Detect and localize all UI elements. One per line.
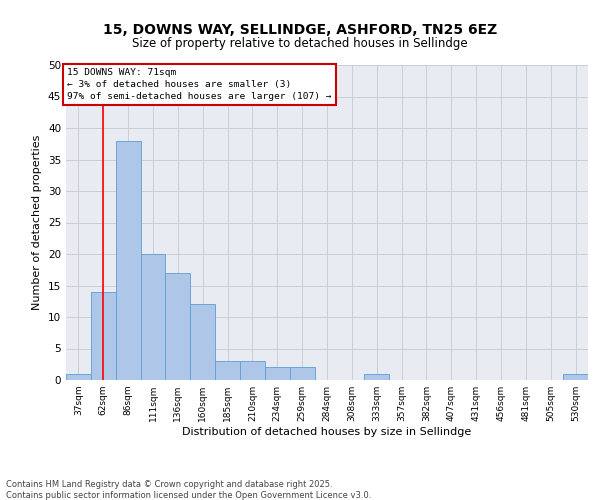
Bar: [240, 361, 265, 380]
Y-axis label: Number of detached properties: Number of detached properties: [32, 135, 43, 310]
Bar: [91, 292, 116, 380]
X-axis label: Distribution of detached houses by size in Sellindge: Distribution of detached houses by size …: [182, 427, 472, 437]
Text: Size of property relative to detached houses in Sellindge: Size of property relative to detached ho…: [132, 38, 468, 51]
Bar: [215, 361, 240, 380]
Bar: [140, 254, 166, 380]
Bar: [290, 368, 314, 380]
Text: Contains HM Land Registry data © Crown copyright and database right 2025.
Contai: Contains HM Land Registry data © Crown c…: [6, 480, 371, 500]
Bar: [364, 374, 389, 380]
Bar: [66, 374, 91, 380]
Bar: [166, 273, 190, 380]
Bar: [563, 374, 588, 380]
Bar: [116, 140, 140, 380]
Bar: [190, 304, 215, 380]
Bar: [265, 368, 290, 380]
Text: 15 DOWNS WAY: 71sqm
← 3% of detached houses are smaller (3)
97% of semi-detached: 15 DOWNS WAY: 71sqm ← 3% of detached hou…: [67, 68, 332, 101]
Text: 15, DOWNS WAY, SELLINDGE, ASHFORD, TN25 6EZ: 15, DOWNS WAY, SELLINDGE, ASHFORD, TN25 …: [103, 22, 497, 36]
